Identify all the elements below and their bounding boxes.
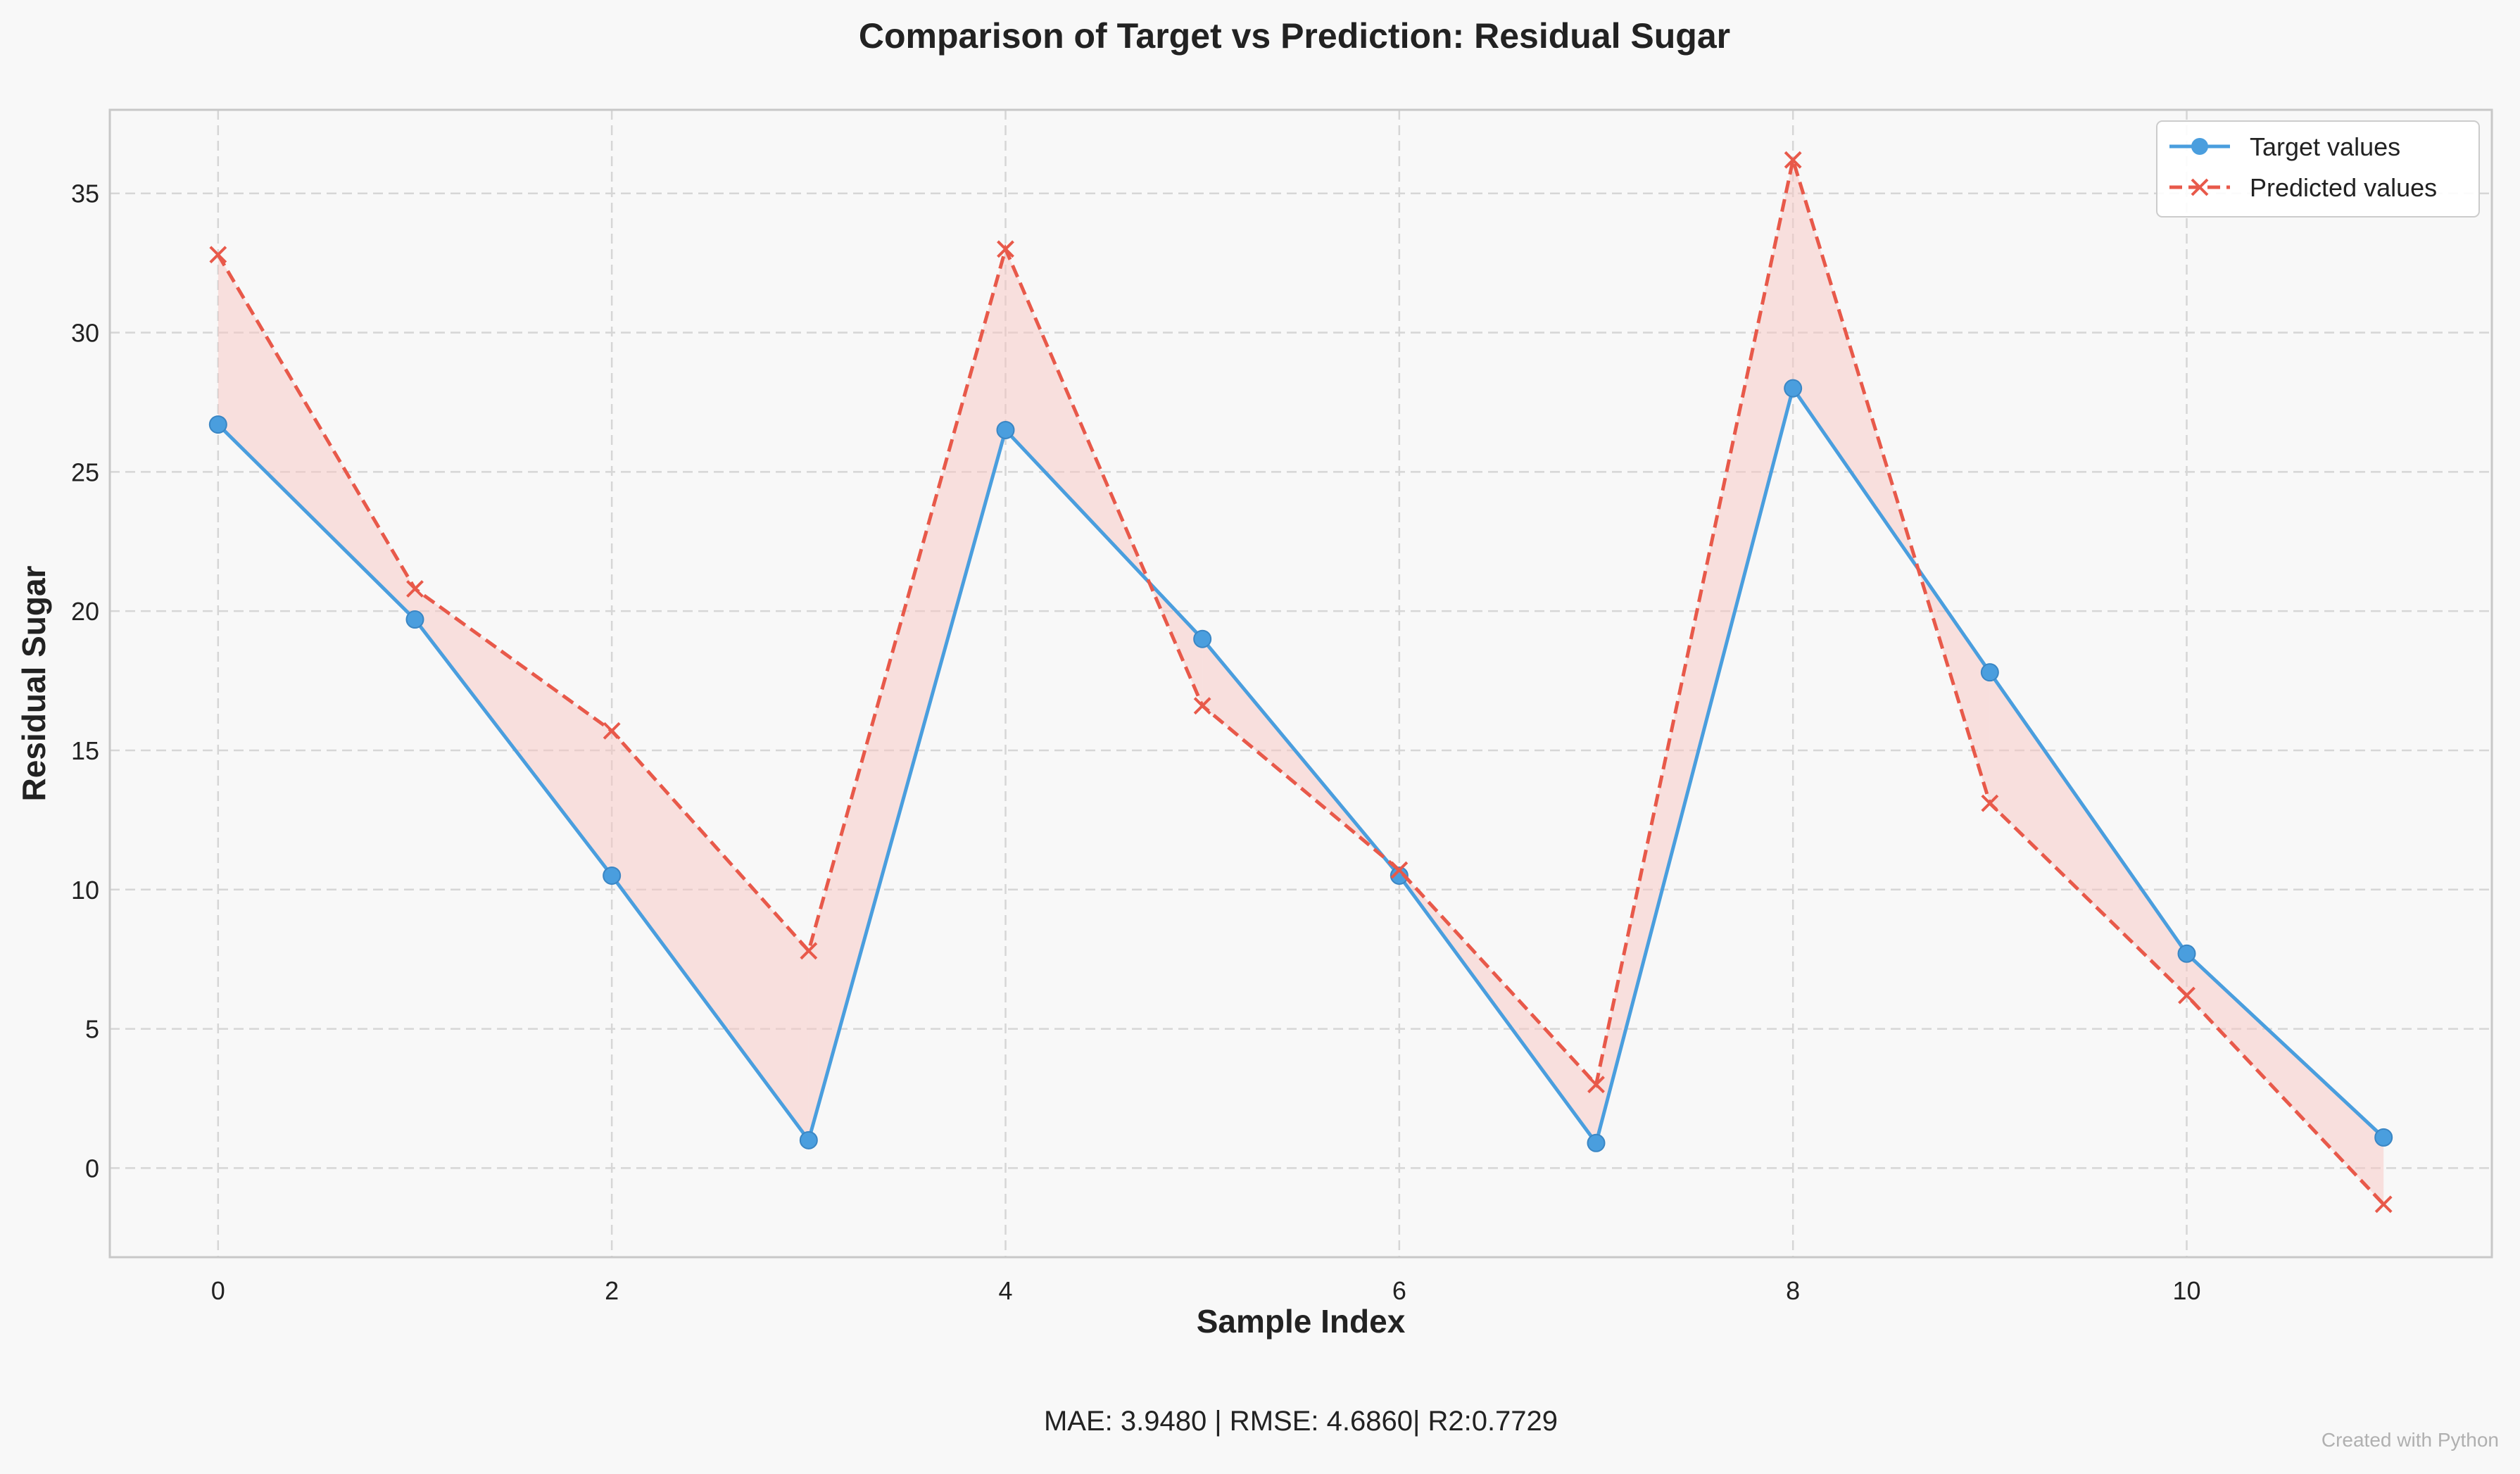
legend-target-label: Target values: [2250, 132, 2400, 161]
legend-prediction-marker: [2191, 178, 2209, 196]
prediction-point: [1981, 794, 1999, 812]
prediction-point: [406, 580, 424, 598]
target-point: [2374, 1128, 2393, 1147]
prediction-point: [1587, 1076, 1605, 1094]
tick-labels: 0 2 4 6 8 10 0 5 10 15 20 25 30 35: [71, 179, 2201, 1305]
chart-title: Comparison of Target vs Prediction: Resi…: [859, 16, 1730, 56]
target-point: [2177, 944, 2196, 963]
x-tick-label: 0: [211, 1276, 225, 1305]
difference-fill-segment: [415, 588, 612, 876]
difference-fill-segment: [1989, 672, 2187, 996]
prediction-line: [216, 153, 2385, 1206]
target-point: [405, 610, 424, 629]
prediction-point: [997, 240, 1014, 258]
prediction-point: [603, 722, 621, 740]
difference-fill-segment: [2186, 953, 2384, 1204]
x-tick-label: 8: [1786, 1276, 1800, 1305]
difference-fill-segment: [218, 254, 415, 620]
y-tick-label: 15: [71, 736, 99, 765]
metrics-text: MAE: 3.9480 | RMSE: 4.6860| R2:0.7729: [1044, 1406, 1558, 1437]
prediction-point: [1390, 861, 1409, 879]
y-tick-label: 30: [71, 319, 99, 348]
target-point: [799, 1130, 818, 1149]
y-tick-label: 5: [85, 1015, 99, 1044]
target-point: [1784, 379, 1803, 398]
target-point: [996, 420, 1015, 439]
target-point: [603, 866, 622, 885]
y-axis-label: Residual Sugar: [15, 565, 52, 801]
target-point: [1587, 1133, 1606, 1152]
prediction-point: [1784, 151, 1802, 169]
x-tick-label: 2: [605, 1276, 619, 1305]
legend-target-marker: [2191, 138, 2208, 155]
plot-frame: [108, 108, 2493, 1259]
x-tick-label: 10: [2172, 1276, 2200, 1305]
target-point: [208, 415, 227, 434]
legend-box: [2156, 120, 2480, 218]
y-tick-label: 25: [71, 458, 99, 486]
target-point: [1193, 629, 1212, 648]
legend-prediction-label: Predicted values: [2250, 173, 2437, 202]
difference-fill-segment: [808, 248, 1006, 1140]
difference-fill-segment: [1596, 160, 1794, 1143]
y-tick-label: 0: [85, 1154, 99, 1183]
target-point: [1390, 866, 1409, 885]
difference-fill-segment: [612, 731, 809, 1140]
prediction-point: [2374, 1195, 2393, 1214]
prediction-point: [1193, 697, 1211, 715]
prediction-point: [209, 246, 227, 264]
target-point: [1980, 663, 1999, 682]
x-tick-label: 6: [1392, 1276, 1406, 1305]
prediction-point: [2178, 986, 2195, 1004]
y-tick-label: 10: [71, 876, 99, 905]
target-line: [217, 384, 2385, 1147]
prediction-point: [800, 942, 818, 960]
difference-fill: [218, 160, 2384, 1204]
y-tick-label: 20: [71, 597, 99, 626]
x-tick-label: 4: [998, 1276, 1012, 1305]
x-axis-label: Sample Index: [1197, 1303, 1406, 1340]
credit-text: Created with Python: [2321, 1429, 2499, 1451]
legend: Target values Predicted values: [2156, 120, 2480, 218]
series-lines: [208, 151, 2393, 1214]
grid-lines: [110, 110, 2492, 1257]
y-tick-label: 35: [71, 179, 99, 208]
